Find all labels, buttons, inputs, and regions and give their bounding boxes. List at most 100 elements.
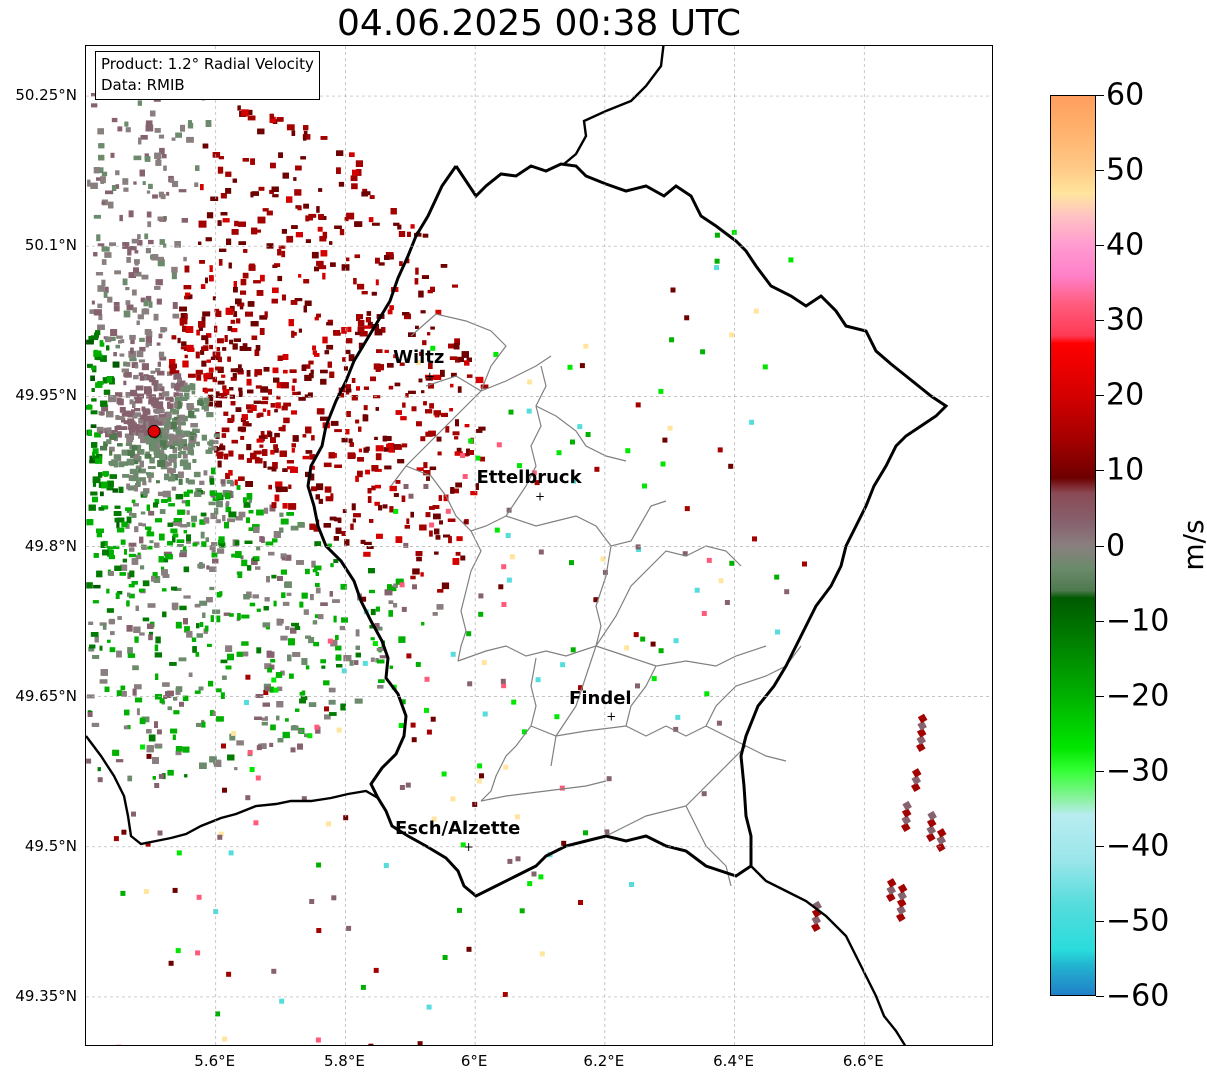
radar-echo bbox=[96, 426, 104, 433]
radar-echo bbox=[278, 245, 286, 249]
radar-echo bbox=[253, 526, 260, 533]
radar-echo bbox=[145, 336, 152, 343]
radar-echo bbox=[179, 552, 187, 558]
radar-echo bbox=[126, 257, 131, 263]
radar-echo bbox=[221, 374, 226, 378]
radar-echo bbox=[232, 178, 237, 183]
radar-echo bbox=[96, 177, 103, 181]
radar-echo bbox=[151, 575, 156, 582]
radar-echo bbox=[109, 432, 118, 439]
radar-echo bbox=[247, 301, 255, 307]
radar-echo bbox=[267, 410, 271, 416]
radar-echo bbox=[88, 335, 93, 343]
radar-echo bbox=[111, 117, 118, 123]
radar-echo bbox=[191, 522, 196, 528]
radar-echo bbox=[303, 130, 308, 135]
radar-echo bbox=[327, 361, 332, 368]
radar-echo bbox=[519, 908, 525, 914]
latitude-tick-label: 50.25°N bbox=[15, 86, 77, 105]
radar-echo bbox=[138, 588, 145, 593]
luxembourg-border bbox=[306, 162, 949, 898]
radar-echo bbox=[285, 626, 290, 630]
radar-echo bbox=[457, 386, 462, 393]
radar-echo bbox=[204, 389, 208, 394]
radar-echo bbox=[119, 353, 125, 357]
radar-echo bbox=[112, 545, 120, 550]
radar-echo bbox=[157, 216, 164, 221]
radar-echo bbox=[357, 326, 365, 332]
radar-echo bbox=[673, 638, 679, 644]
radar-echo-layer bbox=[86, 87, 947, 1045]
radar-echo bbox=[187, 489, 193, 494]
radar-echo bbox=[107, 546, 113, 550]
radar-echo bbox=[749, 419, 755, 425]
radar-echo bbox=[236, 740, 244, 746]
radar-echo bbox=[127, 653, 136, 658]
radar-echo bbox=[145, 120, 153, 127]
radar-echo bbox=[684, 315, 690, 321]
radar-echo bbox=[363, 405, 368, 411]
canton-boundary bbox=[505, 365, 547, 517]
radar-echo bbox=[183, 430, 191, 437]
radar-echo bbox=[186, 405, 195, 410]
radar-echo bbox=[175, 132, 182, 138]
radar-echo bbox=[130, 389, 137, 397]
radar-echo bbox=[298, 328, 302, 333]
radar-echo bbox=[132, 688, 137, 696]
radar-echo bbox=[774, 574, 780, 580]
radar-echo bbox=[207, 394, 214, 402]
radar-echo bbox=[282, 601, 290, 606]
radar-echo bbox=[115, 592, 120, 599]
radar-echo bbox=[260, 743, 267, 749]
radar-echo bbox=[196, 374, 202, 381]
radar-echo bbox=[175, 370, 180, 375]
radar-echo bbox=[571, 478, 576, 484]
radar-echo bbox=[175, 948, 181, 954]
radar-echo bbox=[265, 541, 274, 546]
radar-echo bbox=[107, 549, 114, 557]
radar-echo bbox=[393, 493, 399, 497]
radar-echo bbox=[147, 221, 152, 228]
radar-echo bbox=[271, 468, 277, 472]
radar-echo bbox=[373, 395, 381, 399]
radar-echo bbox=[926, 825, 937, 835]
radar-echo bbox=[501, 602, 507, 607]
radar-map[interactable]: ++++ bbox=[86, 46, 993, 1046]
radar-echo bbox=[340, 703, 346, 711]
radar-echo bbox=[282, 468, 288, 472]
radar-echo bbox=[238, 387, 243, 392]
radar-echo bbox=[183, 566, 190, 573]
radar-echo bbox=[286, 196, 293, 203]
radar-echo bbox=[120, 685, 126, 691]
radar-echo bbox=[285, 718, 289, 722]
radar-echo bbox=[185, 344, 194, 349]
radar-echo bbox=[416, 467, 424, 471]
longitude-tick-label: 5.6°E bbox=[194, 1052, 236, 1070]
radar-echo bbox=[240, 436, 245, 440]
radar-echo bbox=[432, 374, 441, 380]
radar-echo bbox=[205, 449, 213, 454]
radar-echo bbox=[246, 458, 252, 463]
radar-echo bbox=[364, 541, 372, 545]
radar-echo bbox=[651, 676, 657, 682]
radar-echo bbox=[316, 408, 325, 415]
radar-echo bbox=[527, 379, 533, 385]
radar-echo bbox=[242, 421, 249, 426]
radar-echo bbox=[336, 664, 343, 668]
radar-echo bbox=[292, 391, 299, 396]
radar-echo bbox=[155, 159, 162, 166]
radar-echo bbox=[222, 515, 226, 522]
radar-echo bbox=[315, 494, 320, 500]
radar-echo bbox=[123, 187, 129, 192]
radar-echo bbox=[142, 481, 147, 486]
radar-echo bbox=[109, 460, 114, 467]
radar-echo bbox=[100, 342, 105, 347]
radar-echo bbox=[315, 572, 319, 576]
radar-echo bbox=[96, 528, 104, 533]
radar-echo bbox=[384, 436, 392, 441]
radar-echo bbox=[374, 626, 383, 631]
radar-echo bbox=[134, 469, 138, 474]
radar-echo bbox=[556, 450, 562, 456]
map-plot-area[interactable]: + + + + bbox=[85, 45, 993, 1046]
radar-echo bbox=[89, 309, 98, 314]
